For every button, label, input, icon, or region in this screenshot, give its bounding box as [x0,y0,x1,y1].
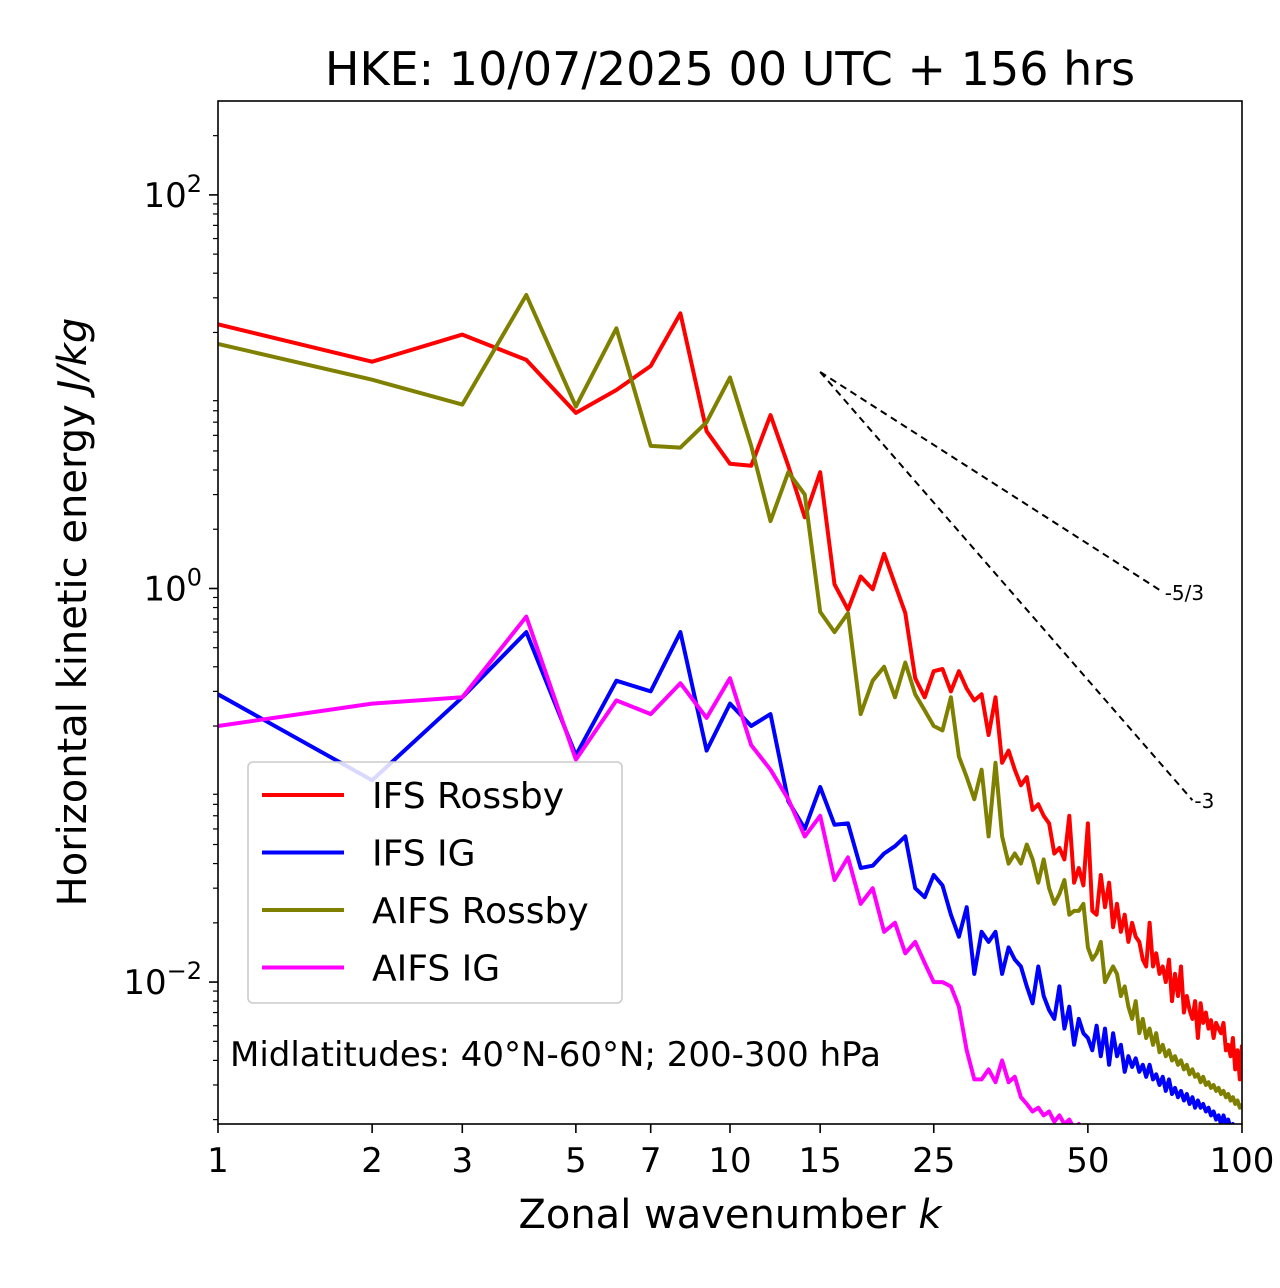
y-tick-exp-2: −2 [167,957,202,985]
x-tick-label-3: 5 [565,1141,587,1181]
x-axis-label: Zonal wavenumber k [518,1192,943,1238]
reference-line-0 [819,371,1164,593]
reference-slopes: -5/3 -3 [819,371,1214,813]
legend: IFS Rossby IFS IG AIFS Rossby AIFS IG [247,761,623,1004]
reference-label-0: -5/3 [1165,581,1204,605]
y-tick-exp-0: 2 [187,170,202,198]
x-tick-label-7: 25 [912,1141,955,1181]
series-line-3 [218,614,1082,1124]
y-axis-label-unit: J/kg [50,318,96,399]
legend-box [247,761,623,1004]
y-tick-exp-1: 0 [187,563,202,591]
legend-label-0: IFS Rossby [372,776,564,817]
y-tick-label-0: 102 [143,170,202,216]
series-line-1 [218,630,1236,1124]
y-tick-label-1: 100 [143,563,202,609]
legend-label-3: AIFS IG [372,949,500,990]
x-tick-label-6: 15 [799,1141,842,1181]
series-layer [218,293,1242,1124]
x-axis-label-text: Zonal wavenumber [518,1192,918,1238]
y-axis-label: Horizontal kinetic energy J/kg [50,318,96,907]
plot-frame [217,100,1243,1125]
y-tick-base-1: 10 [143,569,186,609]
reference-label-1: -3 [1194,789,1214,813]
region-annotation: Midlatitudes: 40°N-60°N; 200-300 hPa [230,1035,881,1075]
x-axis-label-var: k [918,1192,943,1238]
y-axis-label-text: Horizontal kinetic energy [50,392,96,907]
x-tick-label-2: 3 [451,1141,473,1181]
series-line-0 [218,311,1242,1082]
legend-label-1: IFS IG [372,834,476,875]
series-line-2 [218,293,1242,1110]
x-tick-label-9: 100 [1210,1141,1275,1181]
y-tick-base-2: 10 [123,963,166,1003]
x-tick-label-1: 2 [361,1141,383,1181]
x-tick-label-0: 1 [207,1141,229,1181]
y-tick-label-2: 10−2 [123,957,202,1003]
legend-label-2: AIFS Rossby [372,891,589,932]
y-tick-base-0: 10 [143,176,186,216]
reference-line-1 [819,371,1194,801]
x-tick-label-5: 10 [708,1141,751,1181]
x-tick-label-8: 50 [1066,1141,1109,1181]
chart-title: HKE: 10/07/2025 00 UTC + 156 hrs [325,42,1135,96]
x-tick-label-4: 7 [640,1141,662,1181]
